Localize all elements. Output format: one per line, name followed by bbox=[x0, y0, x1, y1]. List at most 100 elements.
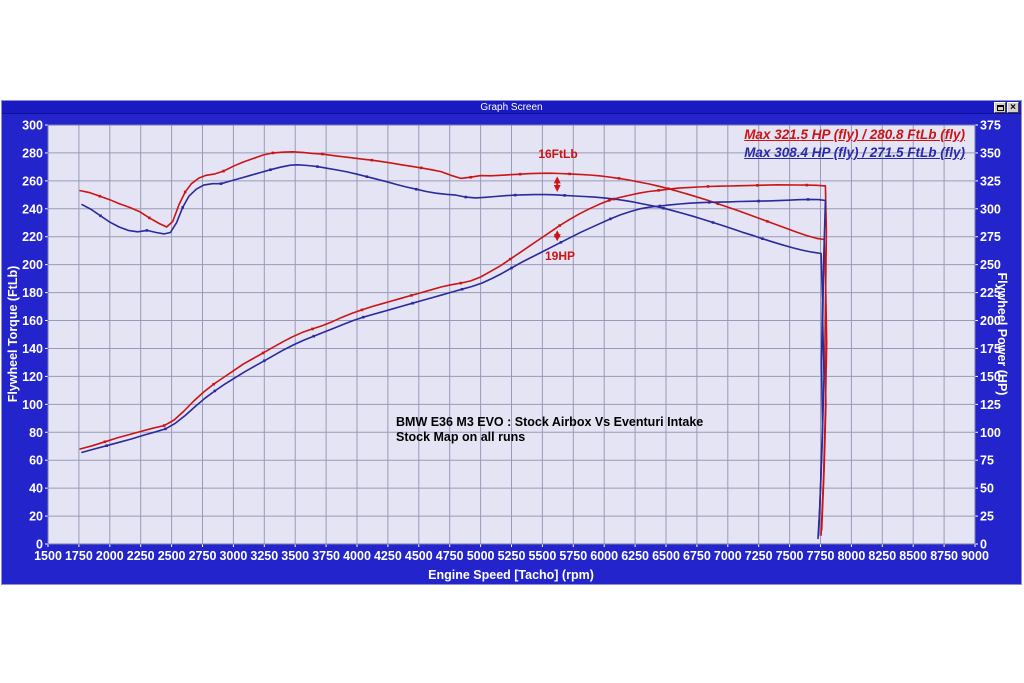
x-tick-label: 3750 bbox=[312, 549, 340, 563]
marker-power_eventuri bbox=[607, 199, 611, 202]
y-left-tick-label: 120 bbox=[22, 370, 43, 384]
x-tick-label: 6000 bbox=[590, 549, 618, 563]
restore-button[interactable] bbox=[994, 102, 1006, 113]
marker-power_stock bbox=[559, 241, 563, 244]
y-right-tick-label: 150 bbox=[980, 370, 1001, 384]
y-left-tick-label: 280 bbox=[22, 146, 43, 160]
y-right-tick-label: 175 bbox=[980, 342, 1001, 356]
y-right-tick-label: 300 bbox=[980, 202, 1001, 216]
marker-power_eventuri bbox=[360, 308, 364, 312]
y-left-tick-label: 300 bbox=[22, 119, 43, 133]
marker-torque_eventuri bbox=[716, 202, 720, 206]
marker-torque_stock bbox=[464, 195, 468, 199]
y-right-axis-title: Flywheel Power (HP) bbox=[995, 272, 1009, 396]
marker-power_stock bbox=[510, 266, 513, 270]
marker-torque_stock bbox=[761, 237, 764, 240]
marker-torque_stock bbox=[181, 206, 185, 209]
y-right-tick-label: 225 bbox=[980, 286, 1001, 300]
marker-power_stock bbox=[460, 287, 464, 291]
marker-torque_stock bbox=[269, 168, 272, 171]
marker-torque_eventuri bbox=[148, 216, 151, 220]
titlebar-buttons: × bbox=[994, 102, 1019, 113]
marker-torque_eventuri bbox=[183, 190, 187, 194]
x-tick-label: 1500 bbox=[34, 549, 62, 563]
x-tick-label: 6250 bbox=[621, 549, 649, 563]
marker-torque_stock bbox=[711, 221, 715, 224]
y-left-tick-label: 40 bbox=[29, 482, 43, 496]
marker-power_eventuri bbox=[706, 185, 710, 188]
torque-difference-label: 16FtLb bbox=[538, 147, 578, 161]
marker-torque_eventuri bbox=[518, 172, 522, 176]
marker-power_stock bbox=[361, 315, 365, 319]
marker-torque_stock bbox=[145, 229, 149, 232]
x-tick-label: 7750 bbox=[807, 549, 835, 563]
power-difference-label: 19HP bbox=[544, 249, 576, 263]
x-tick-label: 5750 bbox=[559, 549, 587, 563]
x-tick-label: 7000 bbox=[714, 549, 742, 563]
marker-power_stock bbox=[806, 198, 810, 201]
marker-torque_stock bbox=[513, 193, 517, 197]
curve-torque_eventuri bbox=[79, 150, 827, 531]
x-tick-label: 7500 bbox=[776, 549, 804, 563]
y-left-tick-label: 220 bbox=[22, 230, 43, 244]
x-tick-label: 4250 bbox=[374, 549, 402, 563]
x-tick-label: 3000 bbox=[219, 549, 247, 563]
torque-difference-arrow bbox=[553, 176, 561, 192]
x-tick-label: 8750 bbox=[930, 549, 958, 563]
marker-torque_stock bbox=[316, 165, 319, 168]
x-tick-label: 5500 bbox=[528, 549, 556, 563]
marker-power_stock bbox=[411, 301, 414, 305]
marker-torque_eventuri bbox=[419, 166, 423, 170]
y-left-tick-label: 60 bbox=[29, 454, 43, 468]
marker-power_eventuri bbox=[657, 189, 660, 192]
x-axis-title: Engine Speed [Tacho] (rpm) bbox=[428, 568, 594, 582]
marker-torque_eventuri bbox=[568, 172, 571, 176]
x-tick-label: 2500 bbox=[158, 549, 186, 563]
marker-power_stock bbox=[707, 201, 711, 204]
close-button[interactable]: × bbox=[1007, 102, 1019, 113]
x-tick-label: 5000 bbox=[467, 549, 495, 563]
marker-power_eventuri bbox=[212, 382, 215, 386]
dyno-chart: 1500 1750 2000 2250 2500 2750 3000 3250 3500 3750… bbox=[22, 119, 1001, 564]
marker-power_stock bbox=[213, 389, 217, 393]
marker-torque_stock bbox=[365, 175, 369, 178]
y-left-tick-label: 260 bbox=[22, 174, 43, 188]
marker-torque_eventuri bbox=[98, 194, 102, 198]
y-left-tick-label: 0 bbox=[36, 538, 43, 552]
x-tick-label: 8500 bbox=[899, 549, 927, 563]
graph-screen-window: Graph Screen × 1500 1750 2000 2250 2500 2750 3… bbox=[1, 100, 1022, 585]
marker-power_eventuri bbox=[410, 294, 413, 297]
marker-power_stock bbox=[312, 334, 316, 338]
y-right-tick-label: 325 bbox=[980, 174, 1001, 188]
y-left-tick-label: 80 bbox=[29, 426, 43, 440]
x-tick-label: 8250 bbox=[868, 549, 896, 563]
window-titlebar[interactable]: Graph Screen × bbox=[2, 101, 1021, 114]
x-tick-label: 6750 bbox=[683, 549, 711, 563]
y-left-tick-label: 100 bbox=[22, 398, 43, 412]
y-right-tick-label: 75 bbox=[980, 454, 994, 468]
x-tick-label: 4500 bbox=[405, 549, 433, 563]
y-right-tick-label: 250 bbox=[980, 258, 1001, 272]
plot-border bbox=[47, 124, 976, 545]
y-left-axis-title: Flywheel Torque (FtLb) bbox=[6, 265, 20, 403]
marker-power_eventuri bbox=[558, 224, 562, 227]
power-difference-arrow bbox=[553, 230, 561, 242]
y-left-tick-label: 140 bbox=[22, 342, 43, 356]
chart-note-line2: Stock Map on all runs bbox=[396, 430, 526, 444]
marker-power_eventuri bbox=[756, 184, 759, 187]
x-tick-label: 2250 bbox=[127, 549, 155, 563]
marker-power_stock bbox=[164, 427, 167, 431]
marker-power_eventuri bbox=[311, 327, 314, 331]
y-right-tick-label: 200 bbox=[980, 314, 1001, 328]
marker-torque_eventuri bbox=[766, 220, 769, 223]
marker-power_eventuri bbox=[459, 281, 463, 285]
marker-torque_stock bbox=[415, 187, 418, 191]
marker-torque_eventuri bbox=[370, 158, 374, 162]
y-right-tick-label: 100 bbox=[980, 426, 1001, 440]
max-blue-annotation: Max 308.4 HP (fly) / 271.5 FtLb (fly) bbox=[744, 145, 965, 160]
marker-power_stock bbox=[263, 359, 266, 363]
marker-torque_eventuri bbox=[222, 169, 225, 173]
y-right-tick-label: 0 bbox=[980, 538, 987, 552]
close-icon: × bbox=[1010, 101, 1016, 113]
